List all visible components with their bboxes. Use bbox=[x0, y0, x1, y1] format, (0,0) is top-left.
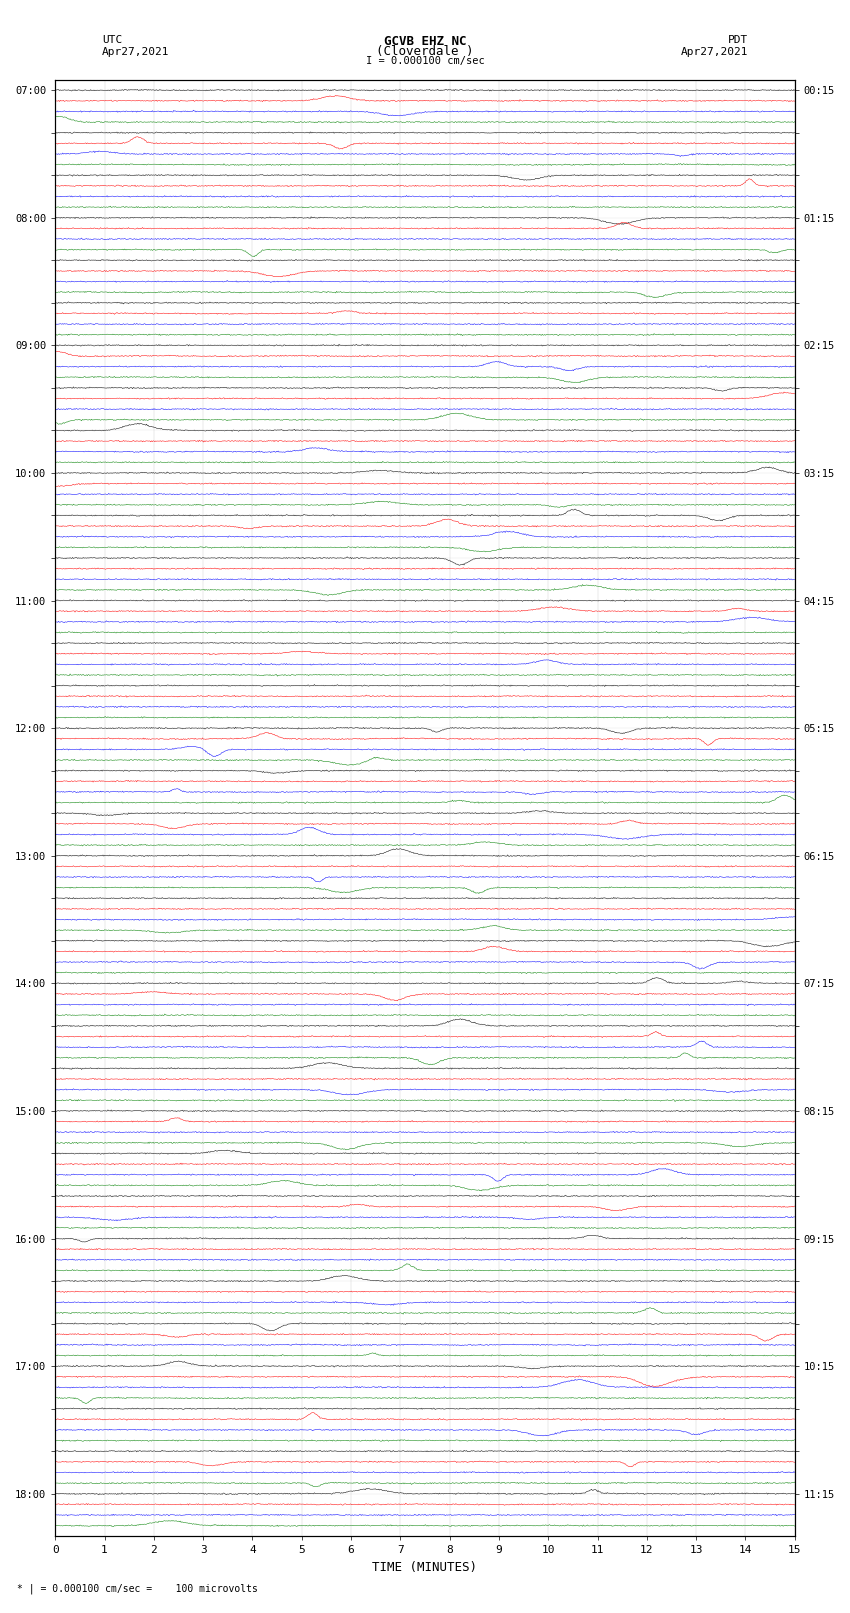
Text: I = 0.000100 cm/sec: I = 0.000100 cm/sec bbox=[366, 56, 484, 66]
X-axis label: TIME (MINUTES): TIME (MINUTES) bbox=[372, 1561, 478, 1574]
Text: * | = 0.000100 cm/sec =    100 microvolts: * | = 0.000100 cm/sec = 100 microvolts bbox=[17, 1582, 258, 1594]
Text: (Cloverdale ): (Cloverdale ) bbox=[377, 45, 473, 58]
Text: GCVB EHZ NC: GCVB EHZ NC bbox=[383, 35, 467, 48]
Text: UTC
Apr27,2021: UTC Apr27,2021 bbox=[102, 35, 169, 56]
Text: PDT
Apr27,2021: PDT Apr27,2021 bbox=[681, 35, 748, 56]
